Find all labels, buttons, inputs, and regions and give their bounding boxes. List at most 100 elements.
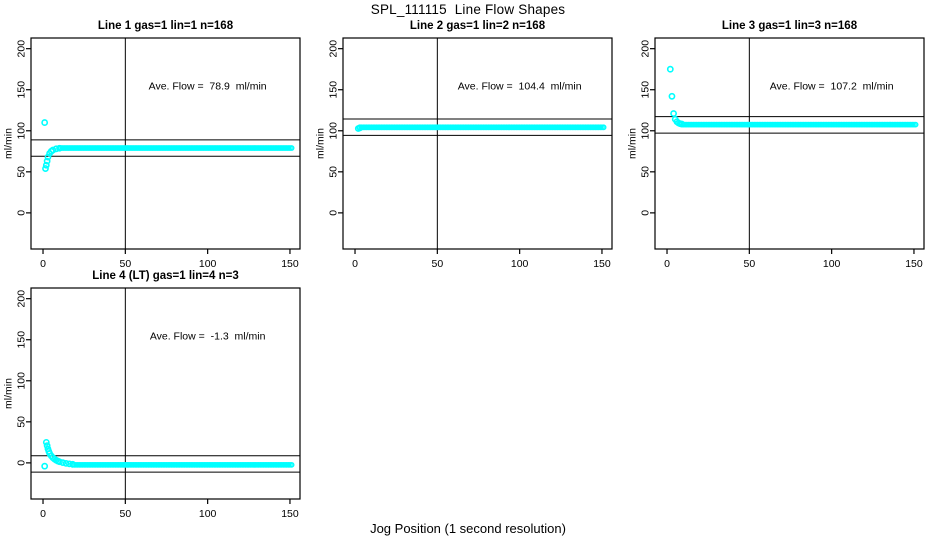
flow-data-point bbox=[600, 124, 607, 131]
flow-data-point bbox=[678, 120, 686, 128]
x-tick-label: 50 bbox=[743, 258, 755, 270]
y-tick-label: 200 bbox=[16, 40, 28, 58]
plot-box bbox=[654, 37, 925, 250]
y-tick-label: 150 bbox=[640, 81, 652, 99]
y-tick-label: 100 bbox=[16, 372, 28, 390]
flow-data-point bbox=[288, 145, 295, 151]
flow-plot: 0 50 100 150 200 ml/min 0 50 100 150 Ave. Flow = 1… bbox=[627, 37, 925, 270]
flow-data-point bbox=[912, 121, 919, 128]
flow-data-point bbox=[52, 145, 60, 153]
y-axis: 0 50 100 150 200 ml/min bbox=[3, 290, 31, 466]
avg-flow-annotation: Ave. Flow = 107.2 ml/min bbox=[770, 81, 894, 93]
flow-data-point bbox=[59, 459, 67, 467]
y-axis-title: ml/min bbox=[3, 378, 15, 409]
plot-box bbox=[342, 37, 613, 250]
y-axis-title: ml/min bbox=[3, 128, 15, 159]
empty-panel-slot bbox=[624, 270, 936, 520]
flow-panel-line-1: Line 1 gas=1 lin=1 n=168 0 50 100 150 200 ml/m… bbox=[0, 20, 312, 270]
flow-plot: 0 50 100 150 200 ml/min 0 50 100 150 Ave. Flow = 1… bbox=[315, 37, 613, 270]
flow-data-point bbox=[670, 110, 678, 117]
y-tick-label: 100 bbox=[16, 122, 28, 140]
x-tick-label: 150 bbox=[905, 258, 923, 270]
flow-data-point bbox=[49, 146, 57, 154]
y-tick-label: 50 bbox=[16, 416, 28, 428]
data-series bbox=[41, 119, 295, 172]
flow-plot: 0 50 100 150 200 ml/min 0 50 100 150 Ave. Flow = -… bbox=[3, 287, 301, 520]
flow-data-point bbox=[668, 92, 676, 100]
x-tick-label: 150 bbox=[281, 508, 299, 520]
y-tick-label: 50 bbox=[16, 166, 28, 178]
avg-flow-annotation: Ave. Flow = 104.4 ml/min bbox=[458, 81, 582, 93]
flow-data-point bbox=[69, 460, 77, 468]
y-tick-label: 150 bbox=[16, 81, 28, 99]
x-axis: 0 50 100 150 bbox=[40, 499, 299, 520]
flow-data-point bbox=[42, 165, 49, 172]
plot-box bbox=[30, 287, 301, 500]
avg-flow-annotation: Ave. Flow = -1.3 ml/min bbox=[150, 331, 266, 343]
figure-title: SPL_111115 Line Flow Shapes bbox=[370, 2, 566, 17]
y-tick-label: 200 bbox=[16, 290, 28, 308]
flow-data-point bbox=[43, 442, 51, 450]
y-axis-title: ml/min bbox=[315, 128, 327, 159]
panel-title: Line 4 (LT) gas=1 lin=4 n=3 bbox=[92, 270, 239, 282]
empty-panel-slot bbox=[312, 270, 624, 520]
x-axis: 0 50 100 150 bbox=[352, 249, 611, 270]
panel-title: Line 3 gas=1 lin=3 n=168 bbox=[721, 20, 858, 32]
x-tick-label: 50 bbox=[119, 508, 131, 520]
x-tick-label: 100 bbox=[823, 258, 841, 270]
data-series bbox=[666, 65, 919, 128]
reference-lines bbox=[655, 38, 924, 249]
x-tick-label: 0 bbox=[40, 258, 46, 270]
x-tick-label: 150 bbox=[593, 258, 611, 270]
y-tick-label: 150 bbox=[328, 81, 340, 99]
x-axis: 0 50 100 150 bbox=[40, 249, 299, 270]
data-series bbox=[354, 124, 607, 132]
reference-lines bbox=[31, 38, 300, 249]
y-tick-label: 0 bbox=[16, 460, 28, 466]
flow-data-point bbox=[356, 124, 364, 132]
y-tick-label: 0 bbox=[328, 210, 340, 216]
y-tick-label: 200 bbox=[328, 40, 340, 58]
x-tick-label: 50 bbox=[431, 258, 443, 270]
panel-title: Line 1 gas=1 lin=1 n=168 bbox=[97, 20, 234, 32]
flow-data-point bbox=[288, 461, 295, 468]
flow-panel-line-2: Line 2 gas=1 lin=2 n=168 0 50 100 150 200 ml/m… bbox=[312, 20, 624, 270]
shared-x-axis-label: Jog Position (1 second resolution) bbox=[370, 521, 566, 536]
plot-box bbox=[30, 37, 301, 250]
x-tick-label: 50 bbox=[119, 258, 131, 270]
flow-panel-line-4: Line 4 (LT) gas=1 lin=4 n=3 0 50 100 150 200 m… bbox=[0, 270, 312, 520]
x-tick-label: 0 bbox=[664, 258, 670, 270]
x-tick-label: 150 bbox=[281, 258, 299, 270]
y-axis: 0 50 100 150 200 ml/min bbox=[3, 40, 31, 216]
avg-flow-annotation: Ave. Flow = 78.9 ml/min bbox=[149, 81, 267, 93]
y-axis: 0 50 100 150 200 ml/min bbox=[315, 40, 343, 216]
flow-data-point bbox=[62, 459, 70, 467]
flow-plot: 0 50 100 150 200 ml/min 0 50 100 150 Ave. Flow = 7… bbox=[3, 37, 301, 270]
x-tick-label: 100 bbox=[199, 258, 217, 270]
flow-data-point bbox=[666, 65, 674, 73]
y-tick-label: 100 bbox=[640, 122, 652, 140]
flow-data-point bbox=[42, 438, 50, 446]
flow-data-point bbox=[43, 157, 51, 165]
flow-data-point bbox=[42, 161, 50, 169]
y-tick-label: 0 bbox=[16, 210, 28, 216]
y-tick-label: 100 bbox=[328, 122, 340, 140]
data-series bbox=[41, 438, 295, 470]
y-axis: 0 50 100 150 200 ml/min bbox=[627, 40, 655, 216]
flow-data-point bbox=[65, 460, 73, 468]
flow-panel-line-3: Line 3 gas=1 lin=3 n=168 0 50 100 150 200 ml/m… bbox=[624, 20, 936, 270]
y-axis-title: ml/min bbox=[627, 128, 639, 159]
flow-data-point bbox=[56, 144, 63, 152]
x-tick-label: 100 bbox=[199, 508, 217, 520]
panel-title: Line 2 gas=1 lin=2 n=168 bbox=[409, 20, 546, 32]
flow-data-point bbox=[41, 462, 49, 470]
x-tick-label: 0 bbox=[352, 258, 358, 270]
reference-lines bbox=[343, 38, 612, 249]
flow-data-point bbox=[41, 119, 49, 126]
x-tick-label: 100 bbox=[511, 258, 529, 270]
y-tick-label: 200 bbox=[640, 40, 652, 58]
y-tick-label: 50 bbox=[640, 166, 652, 178]
y-tick-label: 50 bbox=[328, 166, 340, 178]
x-tick-label: 0 bbox=[40, 508, 46, 520]
